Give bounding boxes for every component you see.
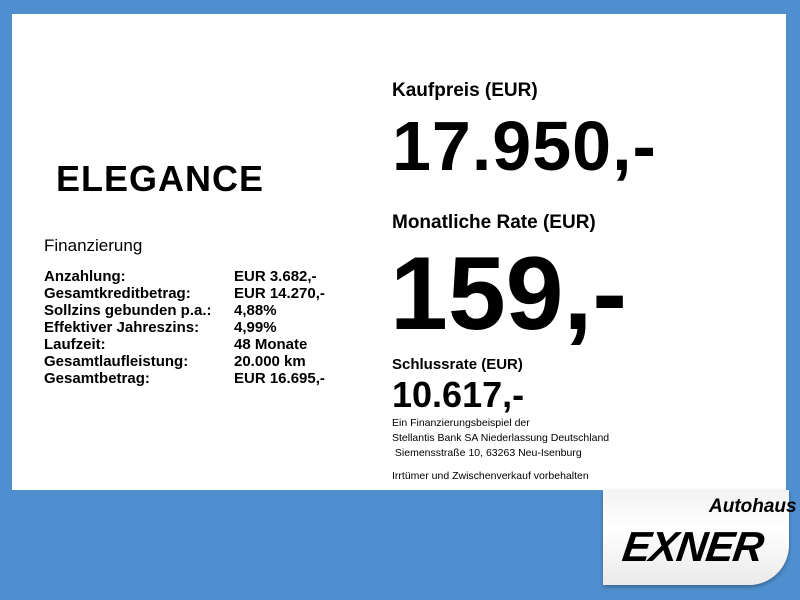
note-line: Ein Finanzierungsbeispiel der: [392, 417, 530, 429]
logo-exner: EXNER: [619, 523, 767, 570]
row-label: Gesamtlaufleistung:: [44, 353, 189, 370]
row-value: EUR 16.695,-: [234, 370, 325, 387]
note-line: Siemensstraße 10, 63263 Neu-Isenburg: [392, 447, 582, 459]
row-label: Laufzeit:: [44, 336, 106, 353]
row-value: 20.000 km: [234, 353, 306, 370]
row-value: EUR 3.682,-: [234, 268, 317, 285]
financing-table: Anzahlung: EUR 3.682,- Gesamtkreditbetrag…: [44, 268, 325, 387]
row-label: Sollzins gebunden p.a.:: [44, 302, 212, 319]
row-value: 48 Monate: [234, 336, 308, 353]
price-label: Kaufpreis (EUR): [392, 80, 538, 101]
monthly-rate-value: 159,-: [390, 236, 628, 352]
final-rate-label: Schlussrate (EUR): [392, 356, 523, 373]
row-label: Gesamtbetrag:: [44, 370, 150, 387]
note-line: Stellantis Bank SA Niederlassung Deutsch…: [392, 432, 610, 444]
offer-panel: [12, 14, 786, 490]
monthly-rate-label: Monatliche Rate (EUR): [392, 212, 596, 233]
financing-row: Gesamtlaufleistung: 20.000 km: [44, 353, 325, 370]
financing-row: Gesamtkreditbetrag: EUR 14.270,-: [44, 285, 325, 302]
row-label: Gesamtkreditbetrag:: [44, 285, 191, 302]
row-label: Effektiver Jahreszins:: [44, 319, 200, 336]
financing-row: Gesamtbetrag: EUR 16.695,-: [44, 370, 325, 387]
row-value: 4,99%: [234, 319, 277, 336]
row-value: 4,88%: [234, 302, 277, 319]
financing-row: Laufzeit: 48 Monate: [44, 336, 325, 353]
logo-autohaus: Autohaus: [709, 496, 797, 517]
dealer-logo: Autohaus EXNER: [603, 490, 797, 585]
disclaimer: Irrtümer und Zwischenverkauf vorbehalten: [392, 470, 589, 482]
financing-row: Effektiver Jahreszins: 4,99%: [44, 319, 325, 336]
financing-row: Anzahlung: EUR 3.682,-: [44, 268, 325, 285]
financing-row: Sollzins gebunden p.a.: 4,88%: [44, 302, 325, 319]
price-value: 17.950,-: [392, 107, 657, 185]
row-value: EUR 14.270,-: [234, 285, 325, 302]
row-label: Anzahlung:: [44, 268, 126, 285]
model-name: ELEGANCE: [56, 158, 265, 199]
final-rate-value: 10.617,-: [392, 374, 525, 415]
financing-title: Finanzierung: [44, 236, 143, 255]
